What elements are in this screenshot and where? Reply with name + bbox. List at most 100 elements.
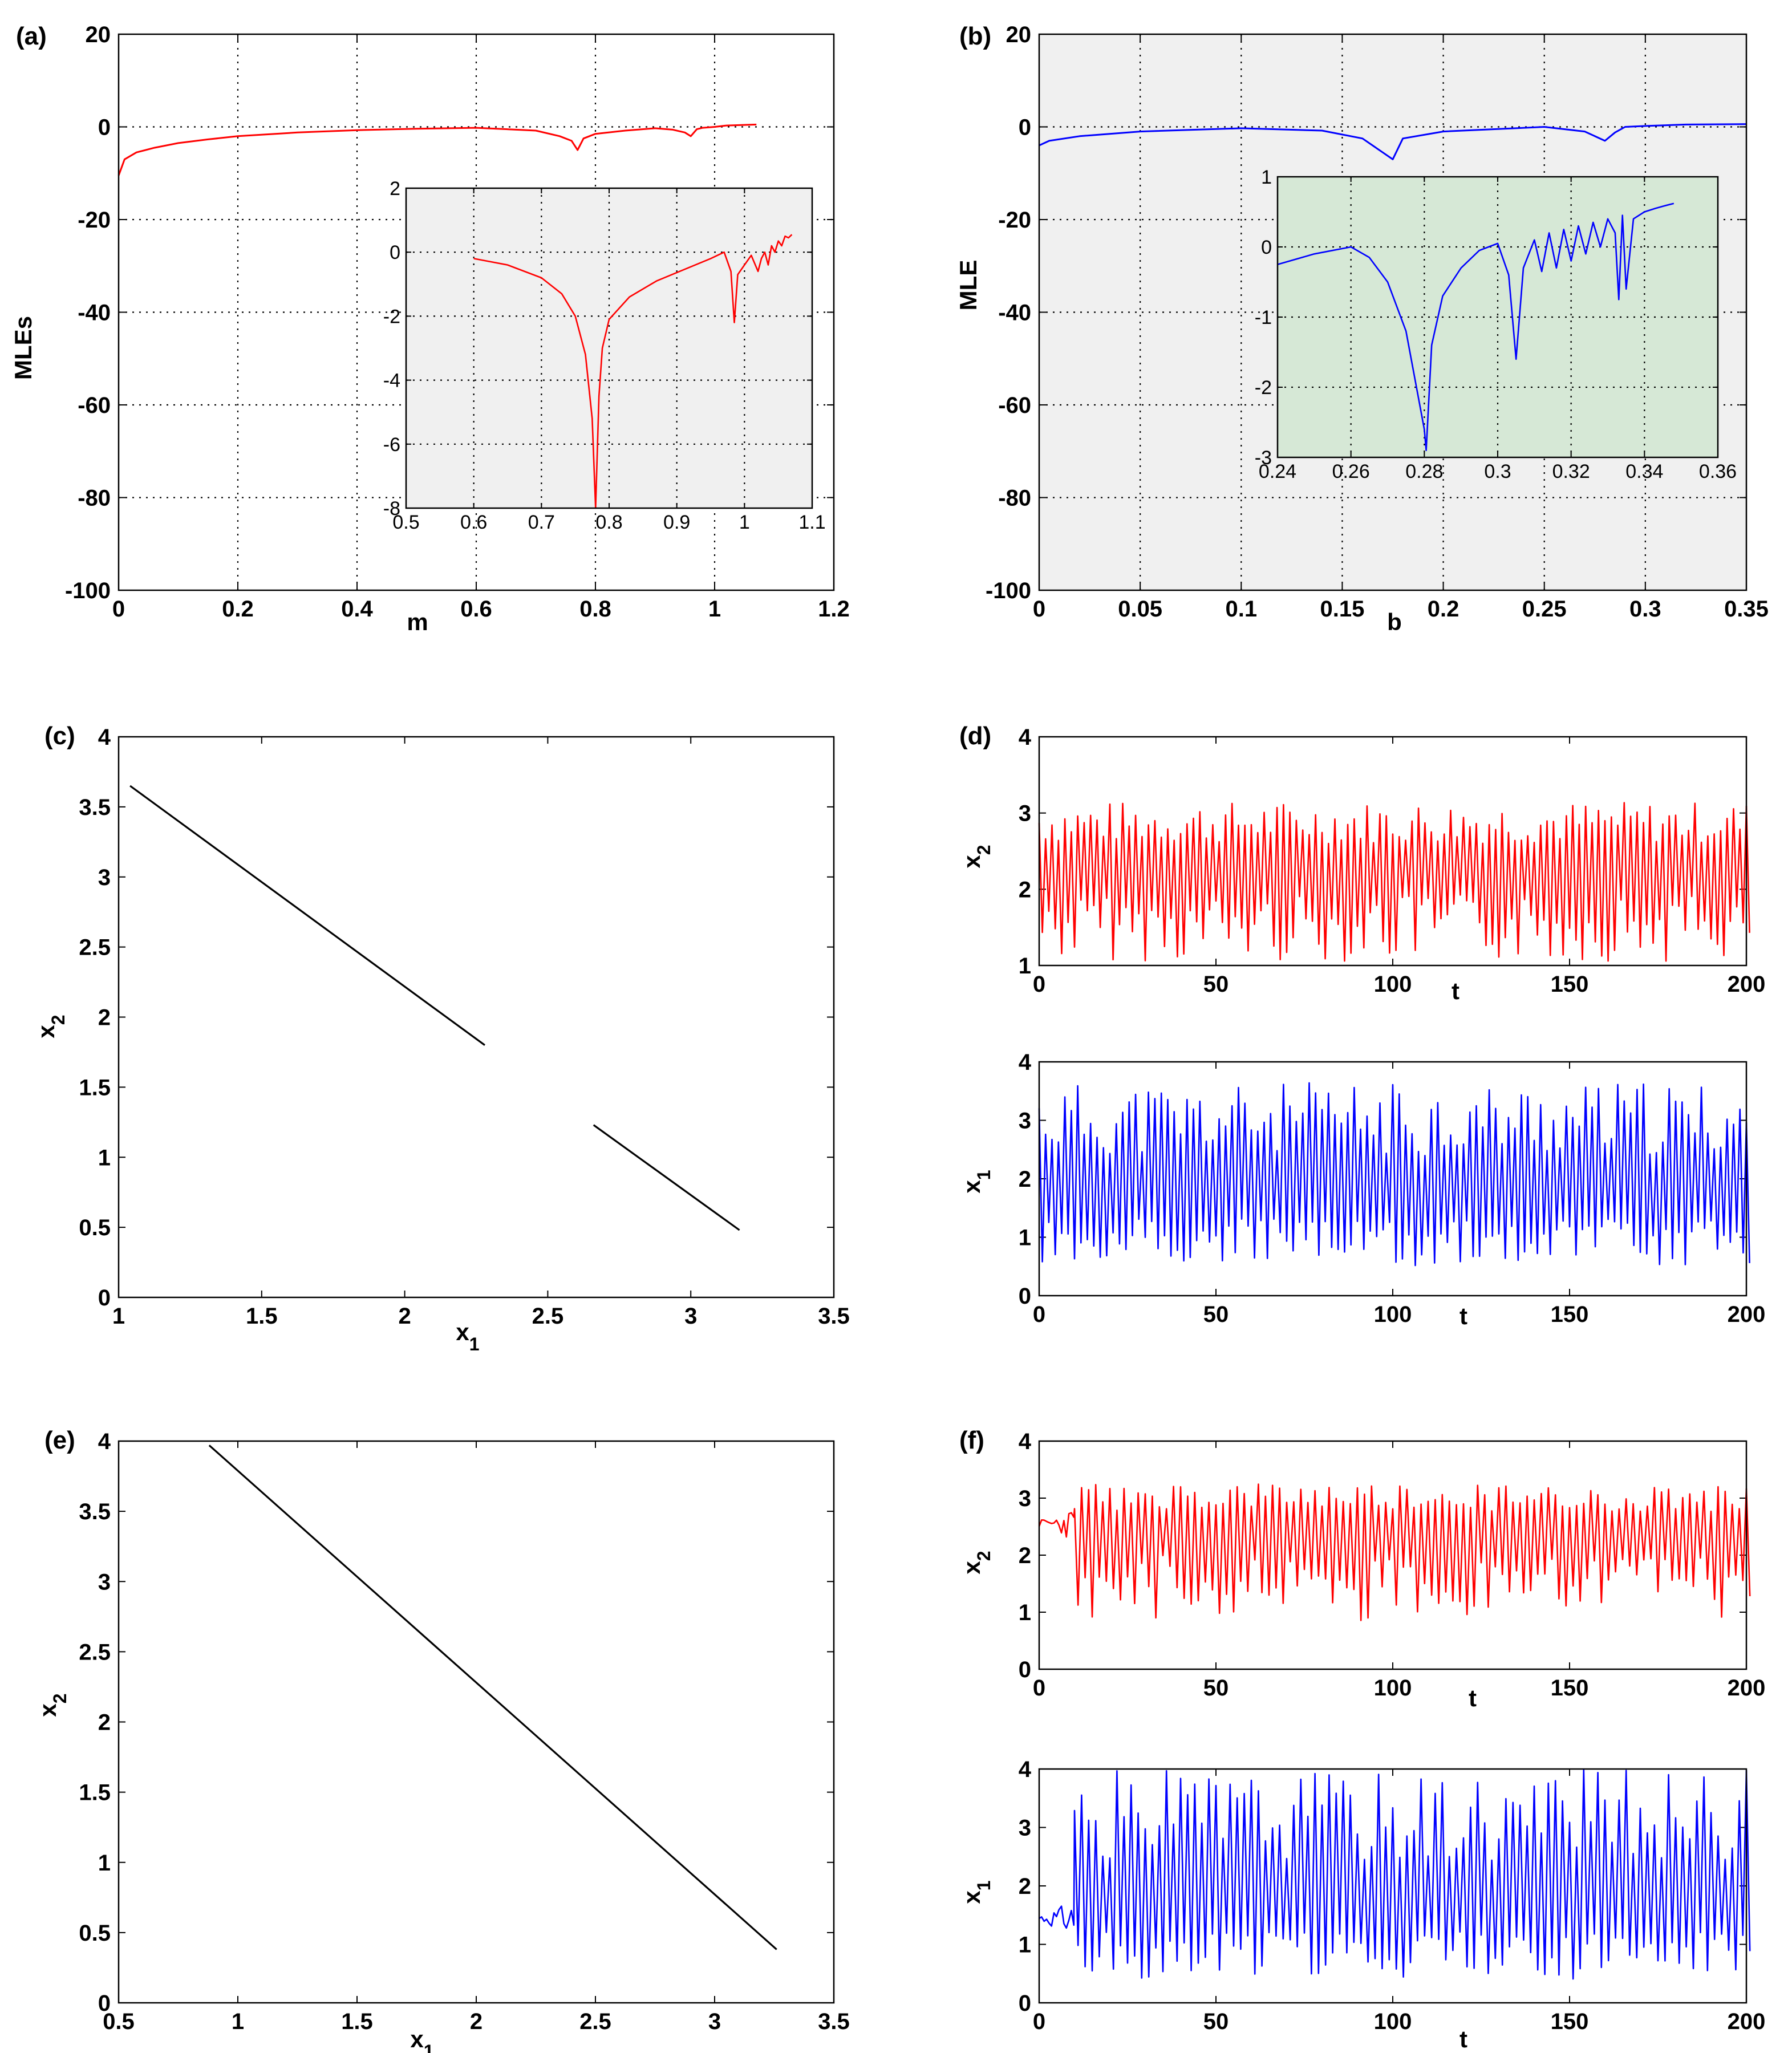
panel-f_x2: 0 50 100 150 200 0 1 2 3 4 x2 t (f)	[958, 1426, 1765, 1711]
frame-d_x2	[1038, 736, 1748, 967]
x-axis-label-d_x1-text: t	[1459, 1303, 1467, 1329]
x-tick-label: 150	[1551, 972, 1589, 997]
y-axis-label-b: MLE	[955, 260, 982, 311]
x-tick-label: 3.5	[818, 1304, 850, 1329]
y-axis-label-c: x2	[33, 1015, 68, 1038]
x-tick-label: 0.8	[595, 512, 622, 533]
frame-d_x1	[1038, 1061, 1748, 1297]
y-tick-label: 0	[98, 115, 111, 140]
inset-series-line-b	[1277, 202, 1675, 452]
series-line-b	[1039, 123, 1747, 160]
series-line-d_x2	[1038, 802, 1750, 962]
x-axis-label-b: b	[1387, 608, 1402, 635]
y-axis-label-d_x1: x1	[958, 1170, 994, 1193]
y-tick-label: 1	[1261, 167, 1272, 188]
y-tick-label: -60	[78, 393, 111, 418]
x-tick-label: 0	[1033, 1675, 1045, 1701]
y-tick-label: 4	[98, 1429, 111, 1454]
x-axis-label-f_x1-text: t	[1459, 2026, 1467, 2052]
x-tick-label: 3.5	[818, 2009, 850, 2034]
frame-f_x2	[1038, 1440, 1748, 1670]
x-tick-label: 0.6	[460, 597, 492, 622]
x-axis-label-b-text: b	[1387, 608, 1402, 635]
y-axis-label-b-text: MLE	[955, 260, 982, 311]
x-tick-label: 0.6	[460, 512, 487, 533]
panel-label-a: (a)	[16, 22, 47, 50]
x-axis-label-f_x1: t	[1459, 2026, 1467, 2052]
x-tick-label: 0.26	[1332, 461, 1370, 482]
x-axis-label-a-text: m	[407, 608, 428, 635]
attractor-segment-c-1	[593, 1124, 740, 1231]
y-tick-label: 0	[1019, 1991, 1031, 2016]
plot-area-f_x1	[1039, 1769, 1746, 2003]
x-axis-label-d_x2-text: t	[1452, 977, 1459, 1004]
series-line-a	[117, 123, 757, 176]
y-axis-label-a: MLEs	[10, 316, 37, 380]
y-axis-label-d_x2-text: x2	[958, 845, 994, 868]
y-tick-label: 3	[1019, 1109, 1031, 1134]
attractor-segment-c-0	[129, 785, 485, 1046]
x-tick-label: 200	[1728, 1302, 1766, 1327]
x-tick-label: 0.32	[1552, 461, 1590, 482]
y-tick-label: 1	[1019, 1933, 1031, 1958]
y-axis-label-e: x2	[34, 1693, 70, 1717]
x-tick-label: 150	[1551, 1675, 1589, 1701]
y-tick-label: 1	[98, 1145, 111, 1170]
x-tick-label: 0.3	[1484, 461, 1511, 482]
x-tick-label: 0.3	[1629, 597, 1661, 622]
x-axis-label-f_x2: t	[1469, 1685, 1477, 1711]
plot-area-e	[119, 1441, 834, 2003]
x-tick-label: 150	[1551, 1302, 1589, 1327]
x-tick-label: 100	[1374, 1675, 1412, 1701]
x-tick-label: 0.2	[1428, 597, 1459, 622]
y-tick-label: 3	[1019, 1486, 1031, 1511]
y-axis-label-d_x2: x2	[958, 845, 994, 868]
panel-label-b: (b)	[959, 22, 991, 50]
y-tick-label: 3.5	[79, 795, 111, 820]
frame-a	[117, 33, 835, 591]
x-tick-label: 0.8	[579, 597, 611, 622]
x-tick-label: 100	[1374, 2009, 1412, 2034]
x-tick-label: 3	[708, 2009, 721, 2034]
x-tick-label: 0.15	[1320, 597, 1364, 622]
y-axis-label-f_x2: x2	[958, 1551, 994, 1574]
x-tick-label: 0.5	[392, 512, 419, 533]
x-tick-label: 0.36	[1699, 461, 1737, 482]
inset-frame-a	[405, 187, 813, 509]
x-tick-label: 1.5	[341, 2009, 373, 2034]
panel-a-inset: 0.5 0.6 0.7 0.8 0.9 1 1.1 -8 -6 -4 -2 0 2	[383, 178, 826, 533]
plot-area-c	[119, 737, 834, 1297]
y-tick-label: 2.5	[79, 1640, 111, 1665]
x-tick-label: 0.2	[222, 597, 254, 622]
panel-d_x1: 0 50 100 150 200 0 1 2 3 4 x1 t	[958, 1050, 1765, 1329]
x-tick-label: 0	[1033, 972, 1045, 997]
frame-e	[117, 1440, 835, 2004]
y-tick-label: -40	[998, 301, 1031, 326]
x-tick-label: 0.25	[1522, 597, 1567, 622]
y-axis-label-a-text: MLEs	[10, 316, 37, 380]
y-tick-label: 1	[98, 1851, 111, 1876]
panel-f_x1: 0 50 100 150 200 0 1 2 3 4 x1 t	[958, 1757, 1765, 2052]
y-tick-label: -60	[998, 393, 1031, 418]
x-axis-label-d_x1: t	[1459, 1303, 1467, 1329]
panel-c: 1 1.5 2 2.5 3 3.5 0 0.5 1 1.5 2 2.5 3 3.5 4 x2 x1 (c)	[33, 722, 850, 1354]
y-tick-label: 3	[1019, 801, 1031, 826]
x-tick-label: 50	[1203, 1302, 1229, 1327]
x-tick-label: 200	[1728, 2009, 1766, 2034]
x-tick-label: 0	[112, 597, 125, 622]
y-tick-label: -4	[383, 370, 400, 392]
panel-label-d_x2: (d)	[959, 722, 991, 750]
x-axis-label-e: x1	[410, 2026, 433, 2053]
x-tick-label: 1	[708, 597, 721, 622]
y-axis-label-f_x2-text: x2	[958, 1551, 994, 1574]
y-tick-label: 1	[1019, 1600, 1031, 1625]
plot-area-a-inset	[406, 188, 812, 508]
panel-b-inset: 0.24 0.26 0.28 0.3 0.32 0.34 0.36 -3 -2 -1 0 1	[1255, 167, 1737, 482]
x-tick-label: 100	[1374, 972, 1412, 997]
y-tick-label: 2	[1019, 877, 1031, 902]
y-tick-label: 1	[1019, 954, 1031, 979]
x-axis-label-e-text: x1	[410, 2026, 433, 2053]
y-tick-label: 3	[98, 1569, 111, 1594]
y-tick-label: 2.5	[79, 935, 111, 960]
